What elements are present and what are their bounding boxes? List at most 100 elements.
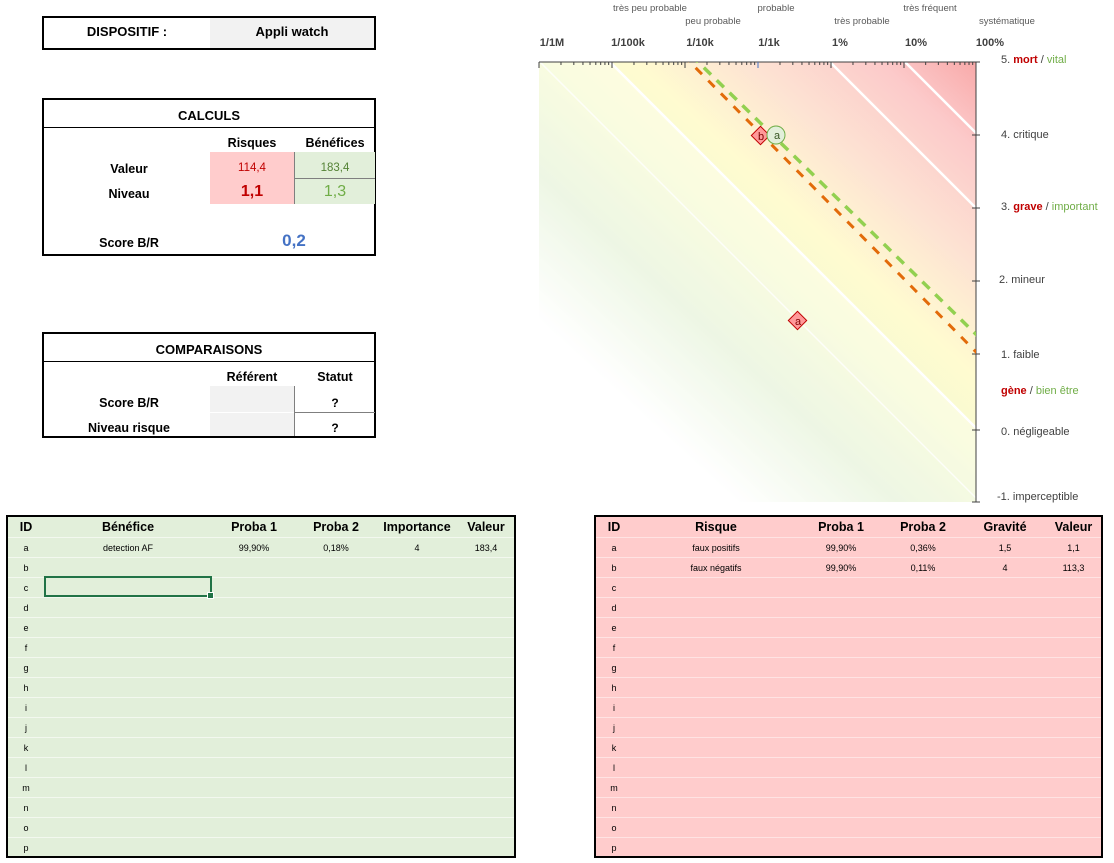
- table-row[interactable]: o: [596, 817, 1101, 837]
- table-row[interactable]: b: [8, 557, 514, 577]
- table-cell[interactable]: 1,5: [998, 543, 1012, 553]
- table-cell[interactable]: p: [611, 843, 617, 853]
- table-row[interactable]: l: [8, 757, 514, 777]
- calculs-row-divider: [295, 178, 375, 179]
- niveau-benefices: 1,3: [323, 183, 347, 200]
- selected-cell[interactable]: [44, 576, 214, 599]
- table-cell[interactable]: b: [611, 563, 617, 573]
- table-cell[interactable]: k: [23, 743, 29, 753]
- table-row[interactable]: g: [596, 657, 1101, 677]
- table-row[interactable]: m: [8, 777, 514, 797]
- table-cell[interactable]: 183,4: [474, 543, 498, 553]
- table-cell[interactable]: i: [25, 703, 27, 713]
- table-cell[interactable]: g: [23, 663, 29, 673]
- table-cell[interactable]: 99,90%: [238, 543, 270, 553]
- table-cell[interactable]: f: [24, 643, 28, 653]
- severity-gene: gène / bien être: [1001, 385, 1079, 397]
- table-cell[interactable]: b: [23, 563, 29, 573]
- table-row[interactable]: o: [8, 817, 514, 837]
- valeur-benefices-cell[interactable]: [295, 152, 375, 178]
- niveau-risques-cell[interactable]: [210, 178, 294, 204]
- table-cell[interactable]: h: [23, 683, 29, 693]
- table-row[interactable]: n: [596, 797, 1101, 817]
- table-cell[interactable]: o: [23, 823, 29, 833]
- table-cell[interactable]: 99,90%: [825, 543, 857, 553]
- x-tick-10pct: 10%: [905, 37, 927, 49]
- table-cell[interactable]: i: [613, 703, 615, 713]
- table-row[interactable]: h: [596, 677, 1101, 697]
- table-cell[interactable]: detection AF: [102, 543, 154, 553]
- table-cell[interactable]: o: [611, 823, 617, 833]
- benefit-marker-a[interactable]: a: [766, 125, 786, 145]
- table-cell[interactable]: 0,18%: [323, 543, 349, 553]
- table-row[interactable]: p: [8, 837, 514, 857]
- table-cell[interactable]: 4: [414, 543, 420, 553]
- referent-score-cell[interactable]: [210, 386, 294, 412]
- table-cell[interactable]: 0,36%: [910, 543, 936, 553]
- table-cell[interactable]: h: [611, 683, 617, 693]
- table-row[interactable]: l: [596, 757, 1101, 777]
- table-row[interactable]: b faux négatifs 99,90% 0,11% 4 113,3: [596, 557, 1101, 577]
- table-row[interactable]: c: [596, 577, 1101, 597]
- risks-col-proba1: Proba 1: [818, 520, 864, 534]
- table-row[interactable]: m: [596, 777, 1101, 797]
- table-row[interactable]: p: [596, 837, 1101, 857]
- table-cell[interactable]: j: [25, 723, 27, 733]
- risk-marker-b[interactable]: b: [750, 125, 771, 146]
- table-cell[interactable]: a: [611, 543, 617, 553]
- table-row[interactable]: e: [8, 617, 514, 637]
- table-cell[interactable]: d: [611, 603, 617, 613]
- table-row[interactable]: i: [596, 697, 1101, 717]
- table-cell[interactable]: c: [611, 583, 617, 593]
- table-row[interactable]: k: [8, 737, 514, 757]
- table-cell[interactable]: a: [23, 543, 29, 553]
- table-cell[interactable]: k: [611, 743, 617, 753]
- table-cell[interactable]: n: [611, 803, 617, 813]
- table-cell[interactable]: d: [23, 603, 29, 613]
- table-row[interactable]: g: [8, 657, 514, 677]
- table-cell[interactable]: g: [611, 663, 617, 673]
- table-row[interactable]: n: [8, 797, 514, 817]
- niveau-benefices-cell[interactable]: [295, 178, 375, 204]
- device-label: DISPOSITIF :: [86, 24, 168, 39]
- table-row[interactable]: d: [596, 597, 1101, 617]
- table-row[interactable]: a faux positifs 99,90% 0,36% 1,5 1,1: [596, 537, 1101, 557]
- table-row[interactable]: d: [8, 597, 514, 617]
- table-row[interactable]: c: [8, 577, 514, 597]
- table-row[interactable]: k: [596, 737, 1101, 757]
- valeur-risques-cell[interactable]: [210, 152, 294, 178]
- table-cell[interactable]: 99,90%: [825, 563, 857, 573]
- referent-niveau-cell[interactable]: [210, 413, 294, 436]
- table-row[interactable]: f: [596, 637, 1101, 657]
- device-value-cell[interactable]: [210, 18, 374, 48]
- table-cell[interactable]: n: [23, 803, 29, 813]
- table-cell[interactable]: l: [613, 763, 615, 773]
- table-cell[interactable]: faux négatifs: [690, 563, 742, 573]
- table-cell[interactable]: faux positifs: [692, 543, 740, 553]
- table-row[interactable]: a detection AF 99,90% 0,18% 4 183,4: [8, 537, 514, 557]
- table-cell[interactable]: 0,11%: [910, 563, 936, 573]
- table-row[interactable]: f: [8, 637, 514, 657]
- score-value: 0,2: [282, 231, 306, 250]
- table-cell[interactable]: f: [612, 643, 616, 653]
- table-cell[interactable]: p: [23, 843, 29, 853]
- table-cell[interactable]: e: [611, 623, 617, 633]
- table-row[interactable]: h: [8, 677, 514, 697]
- table-cell[interactable]: e: [23, 623, 29, 633]
- table-row[interactable]: j: [596, 717, 1101, 737]
- table-cell[interactable]: m: [610, 783, 618, 793]
- table-cell[interactable]: j: [613, 723, 615, 733]
- table-cell[interactable]: c: [23, 583, 29, 593]
- table-cell[interactable]: 113,3: [1062, 563, 1085, 573]
- table-cell[interactable]: 1,1: [1067, 543, 1080, 553]
- benefits-table: ID Bénéfice Proba 1 Proba 2 Importance V…: [6, 515, 516, 858]
- table-row[interactable]: j: [8, 717, 514, 737]
- comparaisons-title-divider: [44, 361, 374, 362]
- table-cell[interactable]: 4: [1002, 563, 1008, 573]
- table-row[interactable]: e: [596, 617, 1101, 637]
- risk-marker-a[interactable]: a: [787, 310, 808, 331]
- iso-lines: [539, 62, 976, 500]
- table-cell[interactable]: l: [25, 763, 27, 773]
- table-row[interactable]: i: [8, 697, 514, 717]
- table-cell[interactable]: m: [22, 783, 30, 793]
